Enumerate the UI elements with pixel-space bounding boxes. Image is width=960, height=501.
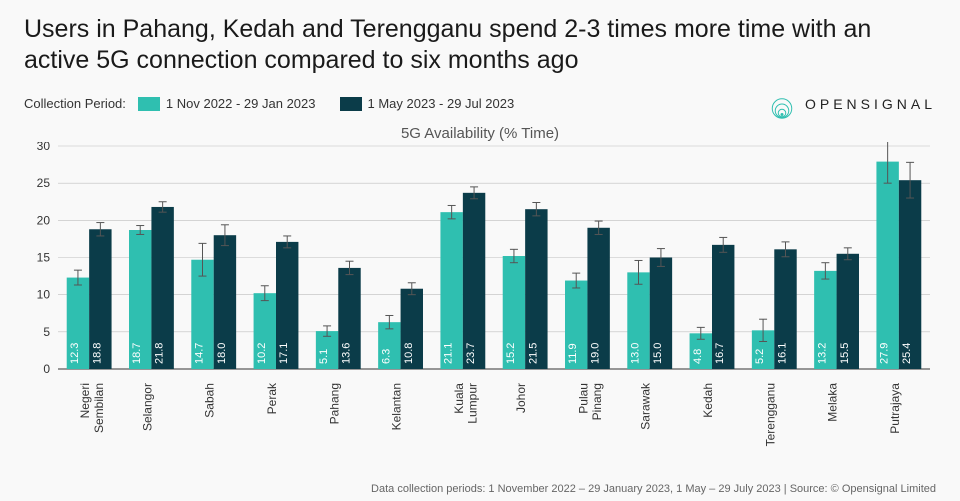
brand-logo-text: OPENSIGNAL (805, 96, 936, 112)
bar-value-label: 13.6 (340, 343, 352, 364)
chart-area: 0 5 10 15 20 25 30 12.3 18.8 NegeriSembilan 18.7 21… (24, 142, 936, 473)
svg-text:25: 25 (37, 176, 51, 190)
chart-subtitle: 5G Availability (% Time) (0, 119, 960, 142)
category-label: Sabah (203, 383, 217, 418)
bar-value-label: 5.1 (318, 349, 330, 364)
bar-value-label: 5.2 (754, 349, 766, 364)
legend-item-0: 1 Nov 2022 - 29 Jan 2023 (138, 96, 316, 111)
category-label: Kelantan (390, 383, 404, 430)
header-row: Collection Period: 1 Nov 2022 - 29 Jan 2… (0, 81, 960, 119)
legend-swatch-0 (138, 97, 160, 111)
bar (876, 162, 898, 369)
svg-text:15: 15 (37, 251, 51, 265)
category-label: Johor (514, 383, 528, 413)
svg-text:10: 10 (37, 288, 51, 302)
bar-value-label: 21.5 (527, 343, 539, 364)
bar-value-label: 16.7 (714, 343, 726, 364)
bar-value-label: 10.8 (403, 343, 415, 364)
bar-value-label: 21.8 (154, 343, 166, 364)
category-label: PulauPinang (576, 383, 604, 420)
category-label: Kedah (701, 383, 715, 418)
bar-value-label: 15.0 (652, 343, 664, 364)
bar-value-label: 27.9 (879, 343, 891, 364)
legend-item-1: 1 May 2023 - 29 Jul 2023 (340, 96, 515, 111)
legend-text-1: 1 May 2023 - 29 Jul 2023 (368, 96, 515, 111)
bar-value-label: 11.9 (567, 343, 579, 364)
svg-text:20: 20 (37, 213, 51, 227)
bar-value-label: 12.3 (69, 343, 81, 364)
bar-value-label: 23.7 (465, 343, 477, 364)
bar-value-label: 18.8 (91, 343, 103, 364)
category-label: KualaLumpur (452, 383, 480, 424)
bar-value-label: 13.2 (816, 343, 828, 364)
category-label: Selangor (140, 383, 154, 431)
bar (899, 180, 921, 369)
legend-swatch-1 (340, 97, 362, 111)
bar-chart: 0 5 10 15 20 25 30 12.3 18.8 NegeriSembilan 18.7 21… (24, 142, 936, 473)
category-label: NegeriSembilan (78, 383, 106, 433)
footer-note: Data collection periods: 1 November 2022… (371, 483, 936, 495)
page-title: Users in Pahang, Kedah and Terengganu sp… (0, 0, 960, 81)
bar-value-label: 19.0 (590, 343, 602, 364)
svg-text:0: 0 (43, 362, 50, 376)
bar-value-label: 17.1 (278, 343, 290, 364)
bar-value-label: 4.8 (692, 349, 704, 364)
bar-value-label: 15.5 (839, 343, 851, 364)
legend-text-0: 1 Nov 2022 - 29 Jan 2023 (166, 96, 316, 111)
bar-value-label: 13.0 (630, 343, 642, 364)
opensignal-rings-icon (767, 89, 797, 119)
svg-text:5: 5 (43, 325, 50, 339)
category-label: Pahang (327, 383, 341, 424)
category-label: Sarawak (639, 382, 653, 430)
bar-value-label: 18.0 (216, 343, 228, 364)
bar-value-label: 6.3 (380, 349, 392, 364)
category-label: Putrajaya (888, 383, 902, 434)
bar-value-label: 15.2 (505, 343, 517, 364)
bar-value-label: 14.7 (194, 343, 206, 364)
legend-label: Collection Period: (24, 96, 126, 111)
category-label: Melaka (826, 383, 840, 422)
bar-value-label: 10.2 (256, 343, 268, 364)
bar-value-label: 21.1 (443, 343, 455, 364)
bar-value-label: 25.4 (901, 343, 913, 364)
brand-logo: OPENSIGNAL (767, 89, 936, 119)
bar-value-label: 16.1 (776, 343, 788, 364)
category-label: Terengganu (763, 383, 777, 446)
category-label: Perak (265, 382, 279, 414)
bar-value-label: 18.7 (131, 343, 143, 364)
svg-text:30: 30 (37, 142, 51, 153)
